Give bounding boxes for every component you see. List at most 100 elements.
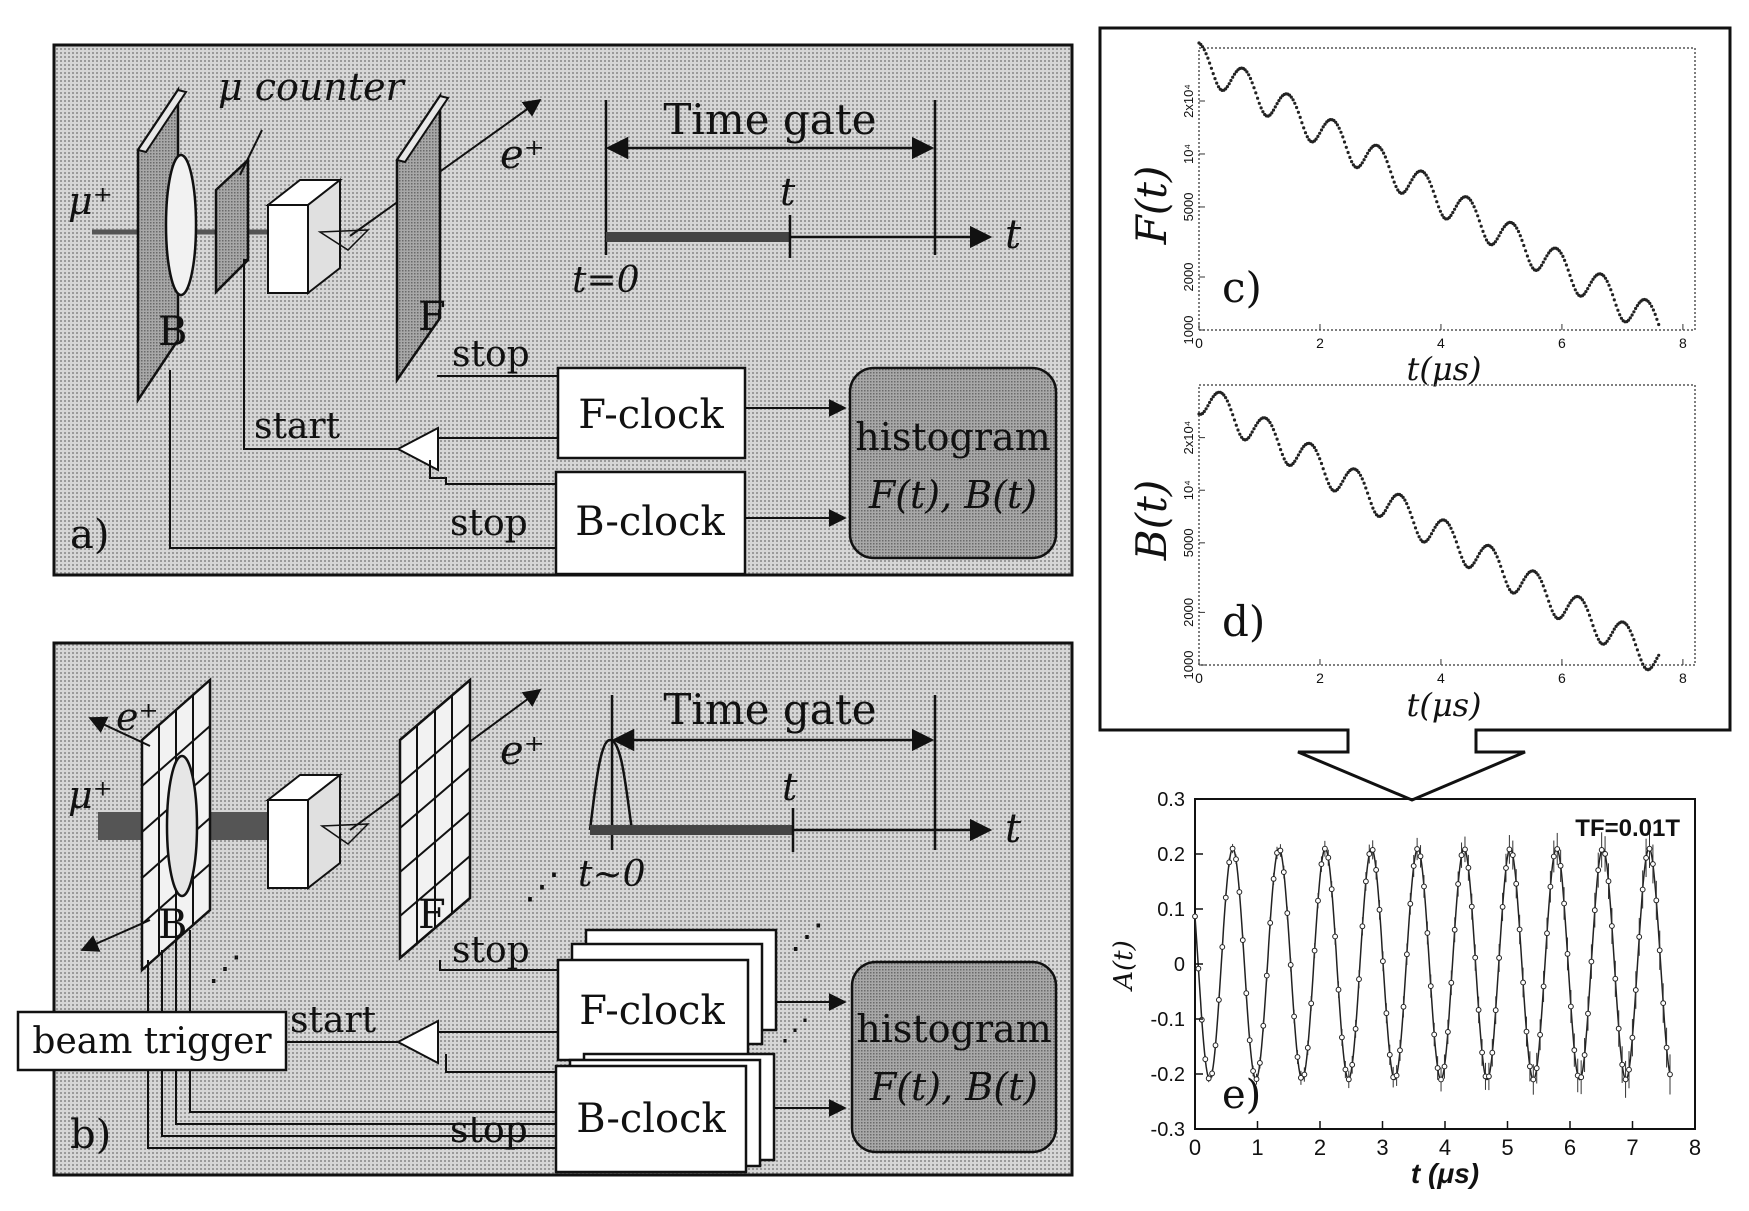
data-point xyxy=(1534,571,1538,575)
chart-d-xlabel: t(μs) xyxy=(1406,686,1481,724)
data-point xyxy=(1596,637,1600,641)
data-point xyxy=(1479,549,1483,553)
data-point xyxy=(1301,1071,1308,1078)
data-point xyxy=(1635,304,1639,308)
data-point xyxy=(1212,1042,1219,1049)
data-point xyxy=(1259,106,1263,110)
fit-curve xyxy=(1194,847,1671,1081)
data-point xyxy=(1234,423,1238,427)
data-point xyxy=(1502,575,1506,579)
data-point xyxy=(1612,298,1616,302)
y-tick-label: 10⁴ xyxy=(1181,144,1196,164)
data-point xyxy=(1216,85,1221,89)
stop-f-label: stop xyxy=(452,334,530,375)
data-point xyxy=(1657,322,1661,327)
chart-d: 0 2 4 6 8 1000 2000 5000 10⁴ 2x10⁴ B(t) t(μs) d) xyxy=(1127,384,1696,724)
chart-d-plot-frame xyxy=(1198,384,1696,666)
data-point xyxy=(1628,629,1632,633)
panel-a: μ⁺ B μ counter e⁺ F Time gate t xyxy=(52,43,1074,577)
data-point xyxy=(1472,954,1479,961)
x-tick-label: 8 xyxy=(1679,335,1687,351)
data-point xyxy=(1231,75,1235,79)
x-tick-label: 2 xyxy=(1316,335,1324,351)
histogram-label: histogram xyxy=(855,415,1050,459)
positron-track-back-down xyxy=(80,919,151,952)
data-point xyxy=(1449,213,1453,217)
data-point xyxy=(1311,947,1318,954)
data-point xyxy=(1500,227,1505,231)
data-point xyxy=(1655,317,1659,321)
data-point xyxy=(1520,238,1524,242)
data-point xyxy=(1273,105,1277,109)
x-tick-label: 4 xyxy=(1437,670,1445,686)
y-tick-label: 2x10⁴ xyxy=(1181,421,1196,455)
data-point xyxy=(1394,184,1398,189)
data-point xyxy=(1339,482,1343,486)
data-point xyxy=(1639,886,1646,893)
data-point xyxy=(1275,437,1279,441)
data-point xyxy=(1463,563,1467,567)
x-tick-label: 8 xyxy=(1689,1135,1701,1160)
chart-c-plot-frame xyxy=(1198,47,1696,331)
data-point xyxy=(1300,121,1304,125)
chart-c-y-ticks: 1000 2000 5000 10⁴ 2x10⁴ xyxy=(1181,84,1205,344)
data-point xyxy=(1366,851,1373,857)
data-point xyxy=(1563,610,1567,614)
data-point xyxy=(1587,613,1592,617)
data-point xyxy=(1344,473,1348,477)
data-point xyxy=(1544,930,1550,937)
chart-e-panel-label: e) xyxy=(1222,1072,1261,1118)
data-point xyxy=(1408,181,1412,185)
x-tick-label: 2 xyxy=(1314,1135,1326,1160)
data-point xyxy=(1224,87,1228,91)
data-point xyxy=(1209,1070,1215,1077)
data-point xyxy=(1344,145,1348,149)
data-point xyxy=(1389,499,1393,503)
data-point xyxy=(1268,113,1272,117)
data-point xyxy=(1509,852,1516,858)
data-point xyxy=(1387,165,1391,169)
t0-label: t=0 xyxy=(572,260,640,301)
data-point xyxy=(1537,1031,1543,1038)
data-point xyxy=(1280,869,1287,875)
data-point xyxy=(1422,171,1426,175)
data-point xyxy=(1279,96,1283,100)
data-point xyxy=(1435,523,1439,527)
data-point xyxy=(1406,184,1410,188)
data-point xyxy=(1417,853,1424,860)
data-point xyxy=(1637,653,1641,657)
data-point xyxy=(1233,856,1239,863)
data-point xyxy=(1506,846,1513,853)
data-point xyxy=(1493,551,1497,555)
positron-label-left: e⁺ xyxy=(116,695,159,739)
data-point xyxy=(1607,283,1611,287)
data-point xyxy=(1364,486,1368,490)
x-tick-label: 0 xyxy=(1195,670,1203,686)
data-point xyxy=(1268,420,1272,425)
start-to-bclock xyxy=(445,1054,556,1073)
data-point xyxy=(1625,623,1629,627)
data-point xyxy=(1468,903,1475,910)
data-point xyxy=(1369,847,1376,853)
data-point xyxy=(1222,894,1229,901)
y-tick-label: 1000 xyxy=(1181,316,1196,345)
data-point xyxy=(1401,495,1405,499)
b-segmented-detector xyxy=(140,677,212,973)
y-tick-label: 1000 xyxy=(1181,651,1196,680)
data-point xyxy=(1536,573,1540,577)
data-point xyxy=(1611,293,1615,297)
data-point xyxy=(1348,155,1352,159)
data-point xyxy=(1490,546,1494,550)
data-point xyxy=(1593,629,1597,633)
data-point xyxy=(1530,1076,1537,1083)
data-point xyxy=(1239,937,1246,943)
data-point xyxy=(1566,268,1570,272)
y-tick-label: -0.2 xyxy=(1151,1064,1185,1086)
data-point xyxy=(1499,230,1503,235)
data-point xyxy=(1294,1054,1301,1060)
data-point xyxy=(1504,580,1508,584)
data-point xyxy=(1209,397,1213,401)
data-point xyxy=(1502,225,1506,229)
data-point xyxy=(1474,209,1478,213)
data-point xyxy=(1410,515,1414,520)
